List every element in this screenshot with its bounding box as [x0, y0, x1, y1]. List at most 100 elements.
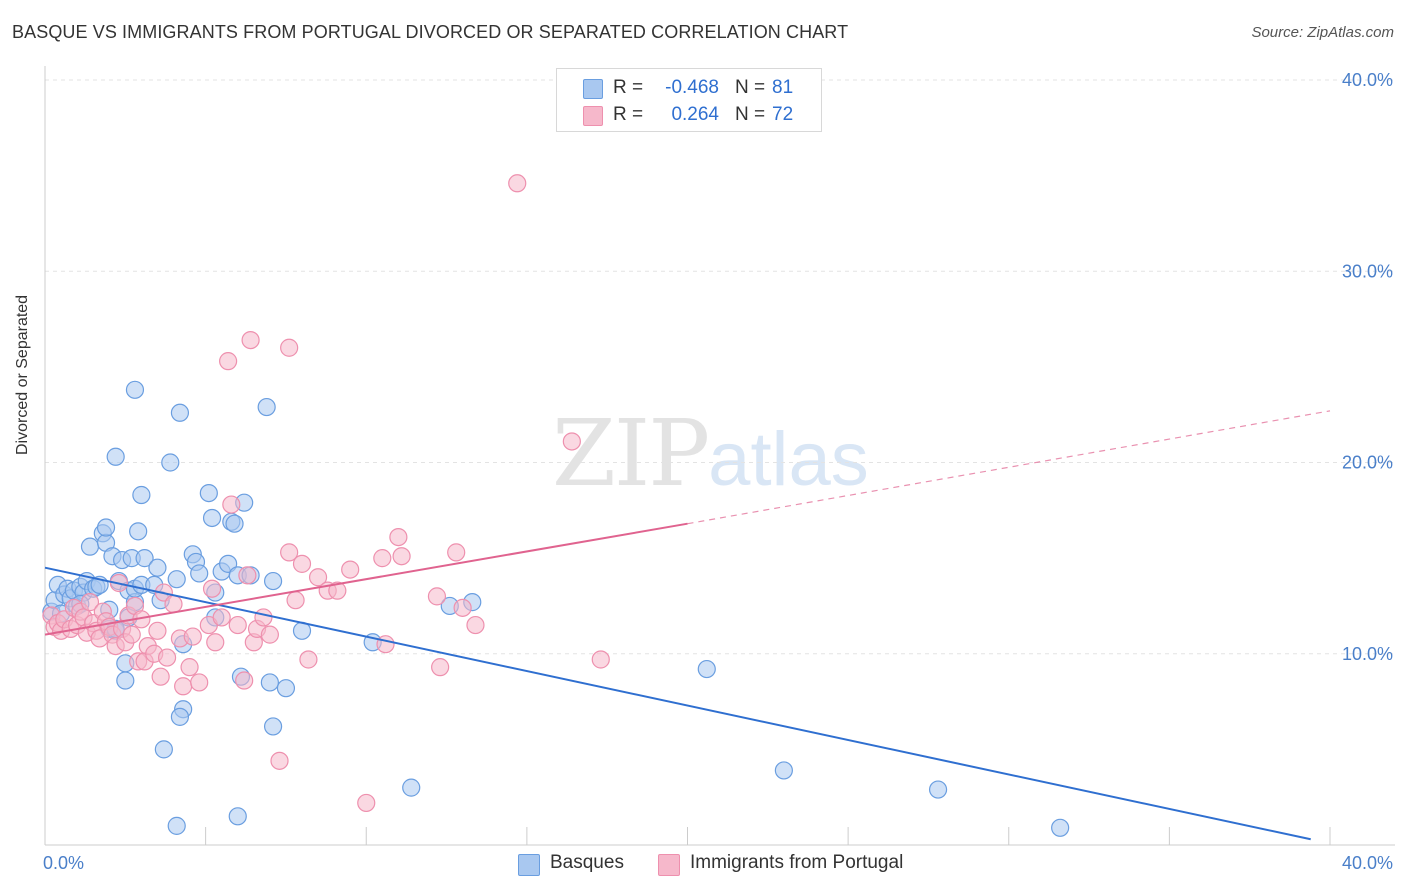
data-point-portugal: [241, 331, 260, 350]
trend-line-extension-portugal: [687, 410, 1331, 525]
data-point-portugal: [174, 677, 193, 696]
data-point-basques: [190, 564, 209, 583]
data-point-portugal: [453, 598, 472, 617]
legend-label-portugal: Immigrants from Portugal: [690, 852, 904, 873]
source-label: Source: ZipAtlas.com: [1251, 24, 1394, 41]
data-point-portugal: [341, 560, 360, 579]
data-point-basques: [263, 717, 283, 736]
data-point-basques: [96, 518, 116, 537]
data-point-portugal: [427, 587, 447, 606]
data-point-portugal: [270, 751, 289, 770]
data-point-portugal: [206, 633, 225, 652]
data-point-portugal: [122, 625, 141, 644]
data-point-basques: [125, 380, 145, 399]
data-point-basques: [202, 508, 222, 528]
series-legend: Basques Immigrants from Portugal: [0, 852, 1406, 878]
data-point-basques: [132, 485, 151, 505]
data-point-basques: [106, 447, 125, 466]
data-point-basques: [225, 514, 244, 533]
data-point-basques: [928, 780, 948, 799]
legend-n-value: 81: [772, 77, 794, 98]
data-point-basques: [170, 707, 190, 726]
legend-n-value: 72: [772, 104, 794, 125]
data-point-portugal: [392, 547, 411, 566]
chart-title: BASQUE VS IMMIGRANTS FROM PORTUGAL DIVOR…: [12, 22, 849, 42]
data-point-portugal: [180, 658, 199, 677]
correlation-legend: R = -0.468 N = 81 R = 0.264 N = 72: [556, 68, 822, 132]
data-point-portugal: [157, 648, 177, 667]
data-point-portugal: [219, 352, 238, 371]
data-point-portugal: [292, 554, 312, 573]
data-point-portugal: [222, 495, 241, 514]
data-point-basques: [170, 403, 190, 422]
data-point-portugal: [308, 568, 328, 587]
data-point-basques: [228, 807, 247, 826]
watermark-atlas: atlas: [708, 417, 869, 502]
data-point-basques: [167, 816, 186, 835]
data-point-portugal: [228, 615, 247, 635]
data-point-portugal: [286, 591, 305, 610]
data-point-portugal: [183, 627, 202, 646]
data-point-portugal: [376, 635, 395, 654]
legend-swatch-portugal: [583, 106, 603, 126]
data-point-portugal: [299, 650, 318, 669]
data-point-portugal: [254, 608, 273, 627]
legend-n-label: N =: [735, 77, 766, 98]
data-point-portugal: [373, 549, 392, 568]
data-point-portugal: [148, 621, 167, 640]
data-point-portugal: [357, 793, 376, 813]
legend-r-label: R =: [613, 104, 644, 125]
legend-r-value: -0.468: [665, 77, 719, 98]
data-point-portugal: [562, 432, 581, 451]
legend-n-label: N =: [735, 104, 766, 125]
data-point-basques: [1051, 818, 1070, 837]
data-point-basques: [774, 761, 793, 780]
data-point-basques: [257, 397, 276, 417]
data-point-portugal: [151, 667, 170, 686]
data-point-portugal: [466, 615, 485, 635]
data-point-basques: [135, 549, 154, 568]
data-point-portugal: [328, 581, 347, 600]
legend-r-value: 0.264: [671, 104, 719, 125]
data-point-basques: [148, 558, 167, 577]
y-tick-label: 30.0%: [1342, 261, 1393, 281]
data-point-basques: [199, 484, 218, 503]
data-point-basques: [263, 571, 283, 591]
data-point-portugal: [212, 608, 231, 627]
data-point-portugal: [508, 174, 527, 193]
data-point-portugal: [280, 338, 299, 357]
data-point-basques: [154, 740, 173, 759]
y-tick-label: 20.0%: [1342, 453, 1393, 473]
data-point-basques: [167, 570, 186, 589]
data-point-basques: [116, 671, 135, 690]
y-tick-label: 10.0%: [1342, 644, 1393, 664]
data-point-portugal: [447, 543, 466, 562]
data-point-portugal: [431, 658, 450, 677]
x-tick-label: 40.0%: [1342, 853, 1393, 873]
data-point-basques: [697, 659, 716, 679]
data-point-portugal: [389, 527, 408, 547]
watermark-zip: ZIP: [552, 400, 710, 507]
data-point-basques: [402, 778, 421, 797]
trend-line-basques: [44, 566, 1311, 841]
legend-swatch-basques: [518, 854, 540, 876]
y-axis-label: Divorced or Separated: [14, 294, 31, 455]
data-point-portugal: [260, 625, 279, 644]
legend-swatch-basques: [583, 79, 603, 99]
data-point-basques: [129, 522, 148, 541]
legend-swatch-portugal: [658, 854, 680, 876]
data-point-portugal: [280, 543, 299, 562]
legend-r-label: R =: [613, 77, 644, 98]
x-tick-label: 0.0%: [43, 853, 84, 873]
legend-label-basques: Basques: [550, 852, 624, 873]
data-point-portugal: [164, 594, 183, 614]
data-point-portugal: [202, 579, 222, 598]
data-point-portugal: [190, 673, 209, 692]
data-point-portugal: [235, 671, 254, 690]
data-point-portugal: [591, 650, 610, 669]
watermark: ZIPatlas: [552, 400, 869, 507]
data-point-portugal: [80, 593, 100, 612]
trend-line-portugal: [44, 522, 688, 636]
y-tick-label: 40.0%: [1342, 70, 1393, 90]
